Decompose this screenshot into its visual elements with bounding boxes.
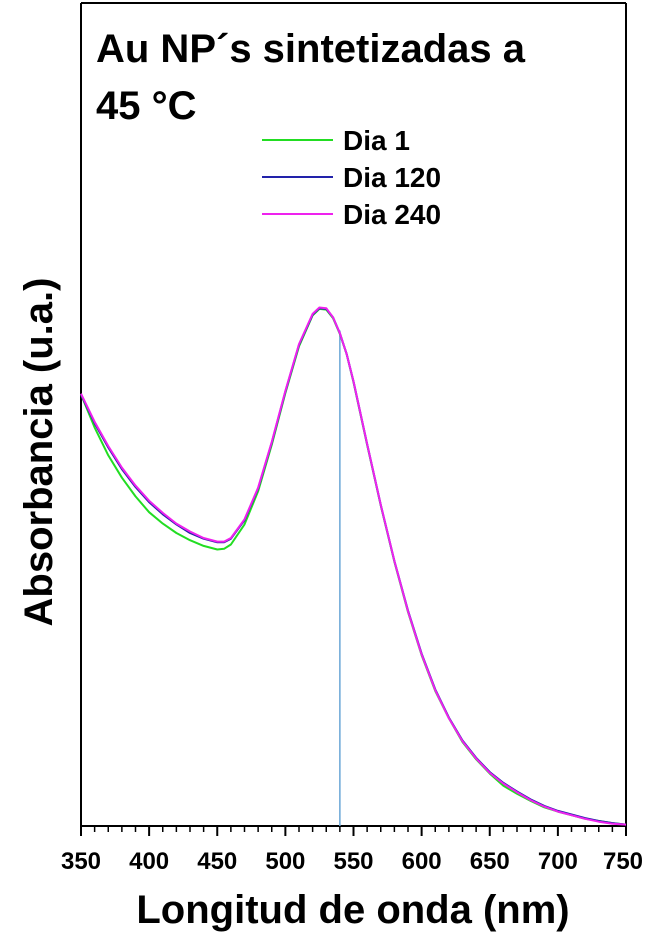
x-tick-label: 350	[61, 848, 101, 875]
series-lines	[80, 306, 627, 826]
x-axis-ticks	[80, 826, 627, 836]
x-tick-label: 750	[603, 848, 643, 875]
chart-title-line-2: 45 °C	[96, 84, 197, 128]
x-axis-tick-labels: 350 400 450 500 550 600 650 700 750	[61, 848, 643, 875]
x-axis-label: Longitud de onda (nm)	[136, 888, 569, 932]
x-tick-label: 600	[402, 848, 442, 875]
chart-title-line-1: Au NP´s sintetizadas a	[96, 27, 526, 71]
x-tick-label: 400	[129, 848, 169, 875]
legend-label: Dia 120	[343, 162, 441, 193]
x-tick-label: 650	[470, 848, 510, 875]
legend-label: Dia 1	[343, 125, 410, 156]
x-tick-label: 550	[333, 848, 373, 875]
legend: Dia 1 Dia 120 Dia 240	[262, 125, 441, 230]
series-line-1	[80, 307, 627, 826]
series-line-3	[80, 306, 627, 826]
x-tick-label: 450	[197, 848, 237, 875]
legend-label: Dia 240	[343, 199, 441, 230]
x-tick-label: 700	[538, 848, 578, 875]
y-axis-label: Absorbancia (u.a.)	[17, 278, 61, 627]
plot-frame	[80, 2, 627, 827]
x-tick-label: 500	[265, 848, 305, 875]
